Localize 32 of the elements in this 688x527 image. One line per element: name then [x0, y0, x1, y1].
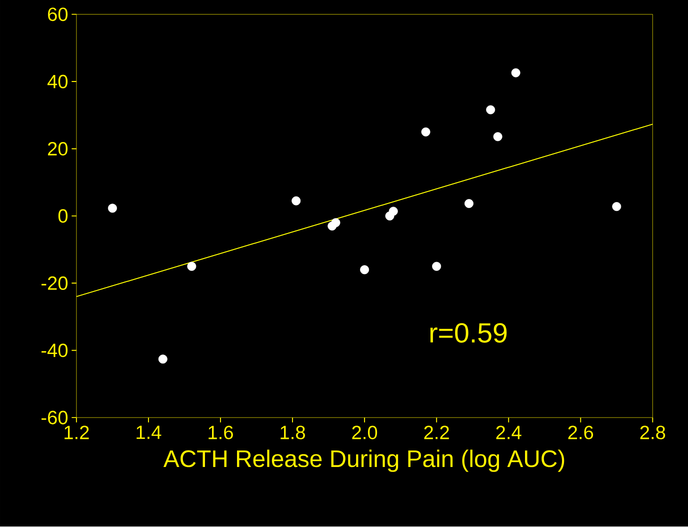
- y-tick-label: 0: [58, 209, 68, 223]
- x-axis-title: ACTH Release During Pain (log AUC): [163, 450, 564, 472]
- x-tick-label: 2.2: [424, 426, 449, 440]
- x-tick-label: 1.2: [64, 426, 89, 440]
- point: [360, 265, 370, 274]
- point: [486, 106, 496, 114]
- point: [493, 132, 502, 142]
- x-tick-label: 2.4: [496, 426, 522, 440]
- point: [511, 68, 520, 78]
- y-tick-label: 40: [47, 75, 68, 89]
- y-tick-label: -40: [42, 344, 68, 358]
- point: [432, 262, 442, 272]
- point: [612, 202, 622, 212]
- x-tick-label: 2.6: [568, 426, 594, 440]
- annotation: r=0.59: [430, 323, 507, 343]
- point: [158, 354, 168, 364]
- y-tick-label: 20: [48, 142, 68, 156]
- y-tick-label: -20: [42, 276, 68, 290]
- point: [108, 204, 117, 213]
- x-tick-label: 2.8: [640, 426, 666, 440]
- point: [331, 218, 340, 228]
- x-tick-label: 2.0: [352, 426, 378, 440]
- point: [187, 262, 196, 272]
- point: [421, 128, 430, 137]
- point: [388, 207, 398, 216]
- x-tick-label: 1.4: [136, 426, 162, 440]
- point: [292, 196, 301, 206]
- point: [464, 199, 474, 208]
- y-tick-label: 60: [48, 8, 68, 22]
- y-tick-label: -60: [42, 411, 68, 425]
- x-tick-label: 1.8: [280, 426, 305, 440]
- x-tick-label: 1.6: [208, 426, 233, 440]
